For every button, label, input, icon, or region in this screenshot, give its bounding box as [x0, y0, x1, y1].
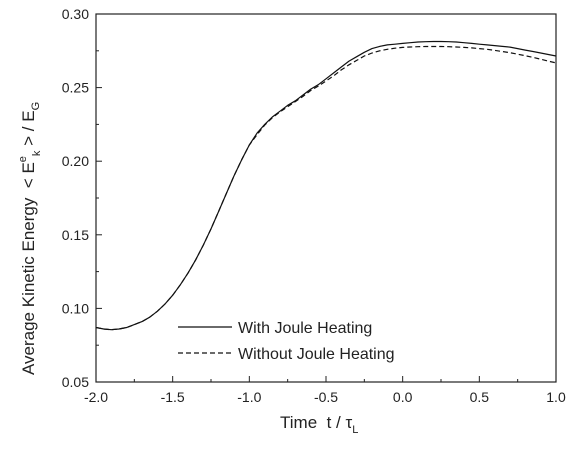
x-axis-label-subscript: L	[352, 424, 358, 436]
x-tick-label: -1.5	[161, 389, 185, 405]
series-line-with-joule-heating	[95, 40, 557, 331]
x-tick-label: 0.5	[470, 389, 490, 405]
legend: With Joule Heating Without Joule Heating	[178, 320, 395, 363]
y-axis-label: Average Kinetic Energy < Eek > / EG	[17, 102, 43, 375]
series-layer	[95, 40, 557, 331]
x-axis-label-main: Time t / τ	[280, 413, 352, 432]
y-tick-label: 0.10	[62, 300, 89, 316]
y-axis-label-middle: > / E	[19, 110, 38, 150]
x-tick-label: 1.0	[546, 389, 566, 405]
y-axis-label-subscript-g: G	[30, 102, 42, 111]
y-tick-label: 0.30	[62, 6, 89, 22]
x-tick-label: -2.0	[84, 389, 108, 405]
y-tick-label: 0.15	[62, 227, 89, 243]
series-line-without-joule-heating	[95, 45, 557, 331]
y-axis-ticks: 0.05 0.10 0.15 0.20 0.25 0.30	[62, 6, 102, 390]
x-axis-label: Time t / τL	[280, 413, 358, 436]
y-axis-label-prefix: Average Kinetic Energy < E	[19, 162, 38, 375]
x-axis-ticks: -2.0 -1.5 -1.0 -0.5 0.0 0.5 1.0	[84, 376, 566, 405]
y-axis-label-superscript: e	[17, 156, 29, 162]
legend-label-with-joule-heating: With Joule Heating	[238, 320, 372, 337]
y-axis-label-subscript-k: k	[31, 150, 43, 156]
x-tick-label: 0.0	[393, 389, 413, 405]
legend-label-without-joule-heating: Without Joule Heating	[238, 346, 395, 363]
y-tick-label: 0.05	[62, 374, 89, 390]
y-tick-label: 0.20	[62, 153, 89, 169]
x-tick-label: -0.5	[314, 389, 338, 405]
x-tick-label: -1.0	[237, 389, 261, 405]
y-tick-label: 0.25	[62, 80, 89, 96]
